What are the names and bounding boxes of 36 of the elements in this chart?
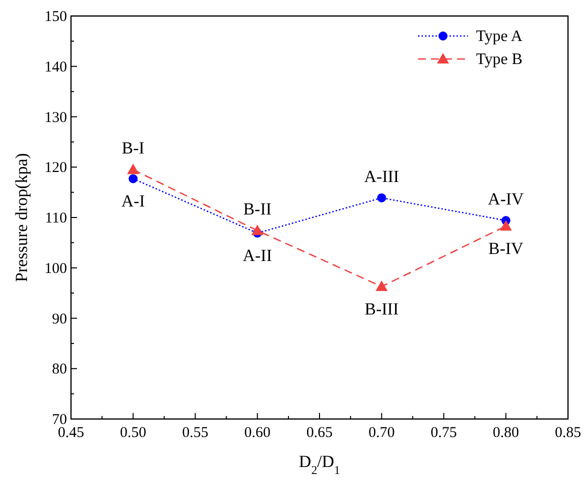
y-tick-label: 110 (45, 210, 67, 226)
annotation: A-I (121, 192, 146, 211)
y-tick-label: 70 (52, 412, 67, 428)
x-tick-label: 0.45 (58, 425, 84, 441)
y-tick-label: 100 (44, 260, 67, 277)
annotation: B-III (364, 300, 399, 319)
y-tick-label: 130 (44, 110, 67, 126)
y-tick-label: 140 (44, 59, 67, 76)
point (127, 164, 140, 174)
legend-label: Type A (476, 28, 523, 45)
y-axis-title: Pressure drop(kpa) (12, 153, 31, 282)
annotation: A-IV (488, 190, 525, 209)
annotation: B-IV (488, 239, 524, 258)
y-tick-label: 90 (52, 311, 67, 328)
point (376, 280, 388, 292)
y-tick-label: 150 (44, 9, 67, 25)
x-tick-label: 0.80 (492, 425, 519, 441)
x-axis-title: D$_{2}$/D$_{1}$ (298, 452, 340, 477)
x-tick-label: 0.85 (554, 425, 582, 441)
x-tick-label: 0.60 (244, 425, 270, 441)
point (128, 174, 138, 184)
y-tick-label: 80 (52, 362, 67, 378)
point (377, 193, 386, 202)
x-tick-label: 0.75 (430, 425, 457, 441)
annotation: B-II (243, 200, 272, 219)
x-tick-label: 0.65 (306, 425, 333, 441)
y-tick-label: 120 (44, 160, 67, 176)
point (500, 220, 512, 231)
annotation: A-II (242, 246, 272, 266)
x-tick-label: 0.70 (368, 425, 395, 441)
legend-label: Type B (476, 51, 522, 68)
annotation: B-I (122, 138, 145, 158)
x-tick-label: 0.55 (182, 425, 208, 441)
x-tick-label: 0.50 (120, 425, 146, 441)
point (251, 224, 264, 236)
annotation: A-III (364, 166, 400, 186)
